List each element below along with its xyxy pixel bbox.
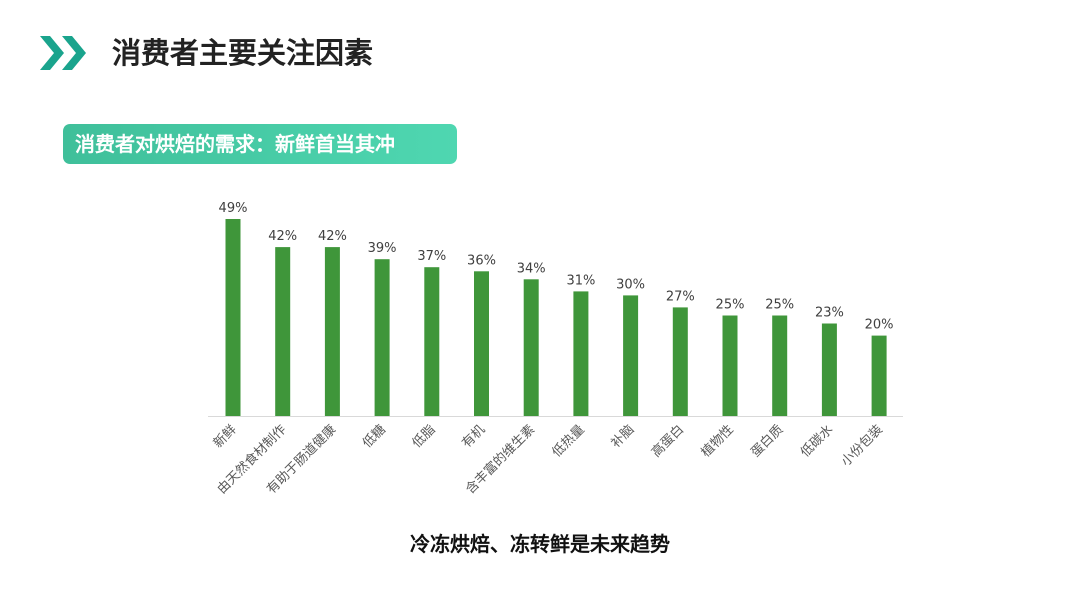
- bar-7: [523, 279, 539, 416]
- page-title: 消费者主要关注因素: [112, 36, 374, 70]
- bar-2: [275, 247, 291, 416]
- data-label: 34%: [517, 261, 546, 276]
- bar-9: [623, 295, 639, 416]
- bar-13: [821, 323, 837, 416]
- data-label: 20%: [865, 318, 894, 333]
- bar-5: [424, 267, 440, 416]
- data-label: 39%: [368, 241, 397, 256]
- category-label: 植物性: [699, 422, 737, 460]
- category-label: 低碳水: [798, 422, 836, 460]
- category-label: 低糖: [359, 422, 389, 452]
- bar-1: [225, 219, 241, 416]
- bar-11: [722, 315, 738, 416]
- bar-6: [474, 271, 489, 416]
- bar-10: [672, 307, 688, 416]
- data-label: 37%: [417, 249, 446, 264]
- footer-note: 冷冻烘焙、冻转鲜是未来趋势: [410, 532, 670, 556]
- category-label: 低热量: [550, 422, 588, 460]
- data-label: 25%: [765, 298, 794, 313]
- bar-3: [324, 247, 340, 416]
- bar-14: [871, 335, 887, 416]
- subtitle-banner: 消费者对烘焙的需求：新鲜首当其冲: [63, 124, 457, 164]
- double-chevron-icon: [40, 36, 86, 70]
- category-label: 蛋白质: [748, 422, 787, 461]
- data-label: 42%: [268, 229, 297, 244]
- bar-12: [772, 315, 788, 416]
- data-label: 42%: [318, 229, 347, 244]
- data-label: 27%: [666, 289, 695, 304]
- category-label: 小份包装: [839, 422, 886, 469]
- category-label: 新鲜: [210, 422, 240, 452]
- data-label: 25%: [716, 298, 745, 313]
- data-label: 31%: [566, 273, 595, 288]
- data-label: 23%: [815, 306, 844, 321]
- data-label: 30%: [616, 277, 645, 292]
- data-label: 49%: [219, 201, 248, 216]
- category-label: 低脂: [410, 422, 439, 451]
- category-label: 补脑: [608, 422, 637, 451]
- bar-4: [374, 259, 390, 416]
- category-label: 有机: [459, 422, 488, 451]
- data-label: 36%: [467, 253, 496, 268]
- category-label: 高蛋白: [648, 422, 687, 461]
- bar-8: [573, 291, 589, 416]
